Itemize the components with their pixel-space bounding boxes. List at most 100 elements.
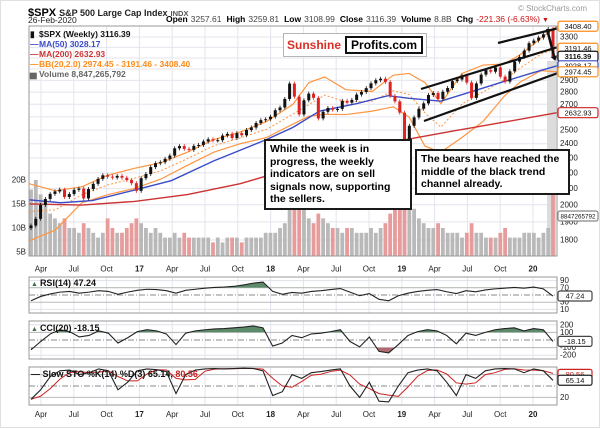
svg-text:47.24: 47.24	[566, 292, 585, 301]
quote-value: 3116.39	[365, 14, 397, 24]
svg-text:2500: 2500	[560, 126, 578, 135]
legend-ma200-label: MA(200) 2632.93	[39, 49, 106, 59]
bb-line-icon: —	[30, 59, 39, 69]
svg-text:3300: 3300	[560, 33, 578, 42]
svg-text:2800: 2800	[560, 88, 578, 97]
watermark-sunshine: Sunshine	[287, 38, 342, 52]
rsi-panel-legend: ▲ RSI(14) 47.24	[31, 278, 96, 288]
svg-text:200: 200	[560, 320, 574, 329]
svg-text:8847265792: 8847265792	[560, 214, 596, 221]
main-panel-border	[28, 25, 558, 257]
svg-text:1800: 1800	[560, 236, 578, 245]
legend-price-row: ▮ $SPX (Weekly) 3116.39	[30, 29, 190, 39]
svg-text:2700: 2700	[560, 100, 578, 109]
svg-text:80.56: 80.56	[566, 370, 585, 379]
svg-text:Jul: Jul	[331, 410, 341, 419]
trend-channel	[420, 26, 560, 123]
svg-text:30: 30	[560, 298, 569, 307]
svg-text:Apr: Apr	[35, 410, 48, 419]
legend-bb-label: BB(20,2.0) 2974.45 - 3191.46 - 3408.40	[39, 59, 191, 69]
svg-text:Jul: Jul	[462, 410, 472, 419]
svg-text:Jul: Jul	[69, 410, 79, 419]
svg-text:5B: 5B	[16, 248, 26, 257]
main-chart-legend: ▮ $SPX (Weekly) 3116.39 —MA(50) 3028.17 —…	[30, 29, 190, 79]
svg-text:17: 17	[135, 265, 144, 274]
svg-text:Oct: Oct	[232, 410, 245, 419]
svg-text:3028.17: 3028.17	[564, 62, 591, 71]
chart-canvas: 3300290028002700250024002300220021002000…	[12, 20, 599, 419]
svg-text:3408.40: 3408.40	[564, 22, 591, 31]
svg-text:Oct: Oct	[494, 265, 507, 274]
annotation-sell-signals: While the week is in progress, the weekl…	[264, 139, 412, 210]
rsi-legend-label: RSI(14) 47.24	[39, 278, 96, 288]
svg-text:20: 20	[529, 265, 538, 274]
svg-text:Jul: Jul	[200, 410, 210, 419]
svg-text:Apr: Apr	[428, 265, 441, 274]
rsi-indicator-icon: ▲	[31, 281, 38, 288]
svg-text:15B: 15B	[12, 200, 26, 209]
svg-text:10B: 10B	[12, 224, 26, 233]
candlestick-icon: ▮	[30, 29, 35, 39]
svg-text:2632.93: 2632.93	[564, 108, 591, 117]
chart-header: $SPX S&P 500 Large Cap Index INDX	[28, 3, 188, 21]
svg-text:Apr: Apr	[166, 410, 179, 419]
watermark-profits: Profits.com	[345, 36, 424, 54]
svg-text:20B: 20B	[12, 176, 26, 185]
sto-panel-legend: — Slow STO %K(14) %D(3) 65.14, 80.56	[31, 369, 198, 379]
ticker-symbol: $SPX	[28, 7, 57, 19]
bollinger-bands	[28, 25, 558, 242]
svg-text:100: 100	[560, 328, 574, 337]
svg-text:70: 70	[560, 283, 569, 292]
quote-value: 8.8B	[434, 14, 452, 24]
svg-text:Oct: Oct	[100, 410, 113, 419]
svg-text:Jul: Jul	[462, 265, 472, 274]
svg-text:3191.46: 3191.46	[564, 44, 591, 53]
svg-text:Oct: Oct	[363, 410, 376, 419]
legend-volume-label: Volume 8,847,265,792	[39, 69, 126, 79]
sunshine-profits-watermark: Sunshine Profits.com	[283, 33, 428, 57]
svg-text:Oct: Oct	[100, 265, 113, 274]
chart-date: 26-Feb-2020	[28, 15, 77, 25]
svg-text:10: 10	[560, 305, 569, 314]
svg-text:1900: 1900	[560, 217, 578, 226]
ticker-name: S&P 500 Large Cap Index	[59, 8, 168, 18]
bb-lower-line	[28, 70, 558, 242]
svg-text:Jul: Jul	[331, 265, 341, 274]
sto-legend-label: Slow STO %K(14) %D(3) 65.14,	[42, 369, 173, 379]
svg-text:19: 19	[397, 410, 406, 419]
volume-bars-icon: ▅	[30, 69, 37, 79]
rsi-line	[30, 281, 554, 302]
cci-line	[30, 325, 554, 354]
svg-text:18: 18	[266, 410, 275, 419]
bears-arrow	[545, 28, 556, 57]
cci-indicator-icon: ▲	[31, 326, 38, 333]
svg-text:-100: -100	[560, 343, 577, 352]
svg-text:Jul: Jul	[200, 265, 210, 274]
legend-ma200-row: —MA(200) 2632.93	[30, 49, 190, 59]
bb-upper-line	[28, 25, 558, 192]
quote-bar: Open 3257.61 High 3259.81 Low 3108.99 Close 311…	[161, 14, 549, 24]
svg-text:-18.15: -18.15	[564, 337, 585, 346]
svg-text:Oct: Oct	[494, 410, 507, 419]
svg-text:19: 19	[397, 265, 406, 274]
svg-text:3116.39: 3116.39	[565, 52, 592, 61]
volume-bars	[29, 180, 555, 256]
svg-text:Jul: Jul	[69, 265, 79, 274]
ma200-line-icon: —	[30, 49, 39, 59]
copyright-text: © StockCharts.com	[517, 4, 587, 13]
svg-text:20: 20	[560, 393, 569, 402]
cci-legend-label: CCI(20) -18.15	[39, 323, 100, 333]
svg-text:Apr: Apr	[166, 265, 179, 274]
svg-text:20: 20	[529, 410, 538, 419]
legend-ma50-row: —MA(50) 3028.17	[30, 39, 190, 49]
price-candles	[29, 27, 555, 231]
svg-text:2000: 2000	[560, 200, 578, 209]
quote-value: 3257.61	[190, 14, 222, 24]
legend-ma50-label: MA(50) 3028.17	[39, 39, 101, 49]
axis-labels: 3300290028002700250024002300220021002000…	[12, 20, 599, 419]
legend-bb-row: —BB(20,2.0) 2974.45 - 3191.46 - 3408.40	[30, 59, 190, 69]
svg-text:18: 18	[266, 265, 275, 274]
quote-value: 3259.81	[248, 14, 280, 24]
